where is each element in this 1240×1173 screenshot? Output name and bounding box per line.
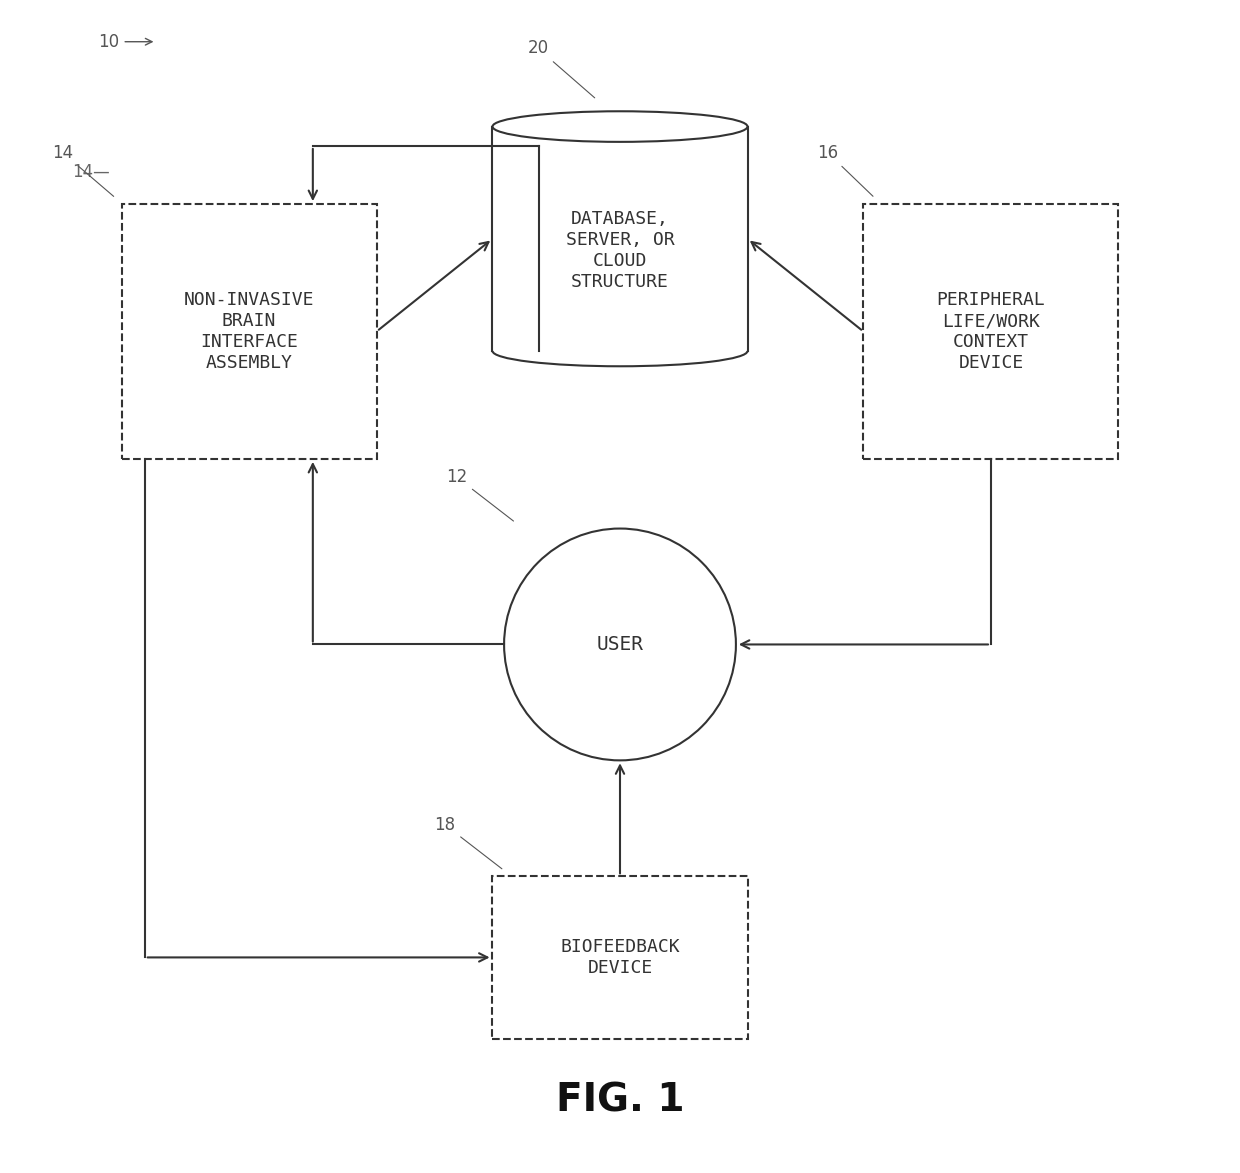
Circle shape xyxy=(505,529,735,760)
Text: USER: USER xyxy=(596,635,644,655)
Text: DATABASE,
SERVER, OR
CLOUD
STRUCTURE: DATABASE, SERVER, OR CLOUD STRUCTURE xyxy=(565,210,675,291)
Bar xyxy=(492,876,748,1038)
Bar xyxy=(492,127,748,351)
Text: 20: 20 xyxy=(527,40,595,97)
Text: 12: 12 xyxy=(446,468,513,521)
Text: NON-INVASIVE
BRAIN
INTERFACE
ASSEMBLY: NON-INVASIVE BRAIN INTERFACE ASSEMBLY xyxy=(184,291,314,372)
Text: 10: 10 xyxy=(98,33,153,50)
Text: 18: 18 xyxy=(434,816,502,869)
Text: FIG. 1: FIG. 1 xyxy=(556,1082,684,1120)
Text: 14: 14 xyxy=(52,143,114,196)
Bar xyxy=(122,204,377,459)
Text: 16: 16 xyxy=(817,143,873,196)
Text: 14—: 14— xyxy=(72,163,110,181)
Text: PERIPHERAL
LIFE/WORK
CONTEXT
DEVICE: PERIPHERAL LIFE/WORK CONTEXT DEVICE xyxy=(936,291,1045,372)
Text: BIOFEEDBACK
DEVICE: BIOFEEDBACK DEVICE xyxy=(560,938,680,977)
Ellipse shape xyxy=(492,111,748,142)
Bar xyxy=(863,204,1118,459)
